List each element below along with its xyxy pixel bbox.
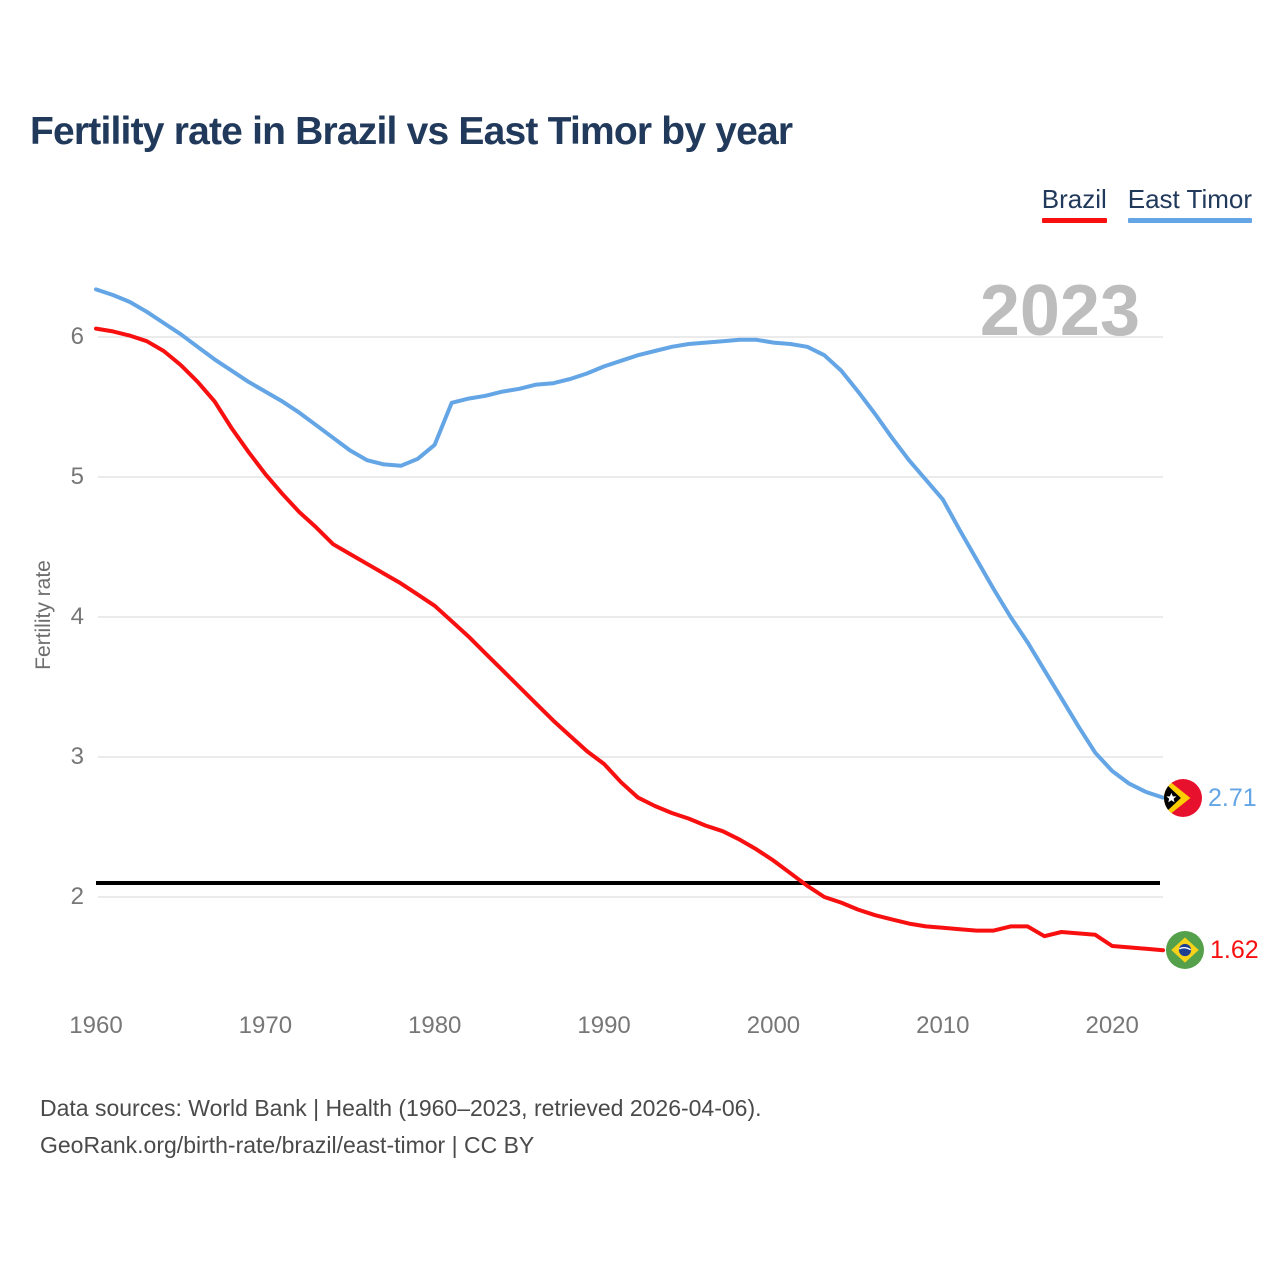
y-tick-label: 4	[70, 603, 84, 630]
x-tick-label: 2010	[916, 1012, 970, 1039]
legend-swatch-brazil	[1041, 218, 1107, 223]
x-tick-label: 1960	[69, 1012, 123, 1039]
page-title: Fertility rate in Brazil vs East Timor b…	[30, 110, 793, 153]
legend-label-brazil: Brazil	[1041, 184, 1107, 214]
x-tick-label: 1990	[577, 1012, 631, 1039]
brazil-series-line	[94, 326, 1165, 953]
legend-swatch-east-timor	[1127, 218, 1252, 223]
footer-source-line: Data sources: World Bank | Health (1960–…	[40, 1095, 762, 1121]
east-timor-end-label: 2.71	[1164, 779, 1257, 817]
y-tick-label: 3	[70, 743, 84, 770]
gridlines	[98, 336, 1163, 898]
legend: Brazil East Timor	[1041, 184, 1252, 223]
brazil-end-value: 1.62	[1210, 935, 1259, 964]
y-tick-label: 5	[70, 463, 84, 490]
x-tick-label: 1980	[408, 1012, 462, 1039]
legend-item-brazil[interactable]: Brazil	[1041, 184, 1107, 223]
east-timor-end-value: 2.71	[1208, 783, 1257, 812]
footer-url-line: GeoRank.org/birth-rate/brazil/east-timor…	[40, 1132, 535, 1158]
legend-item-east-timor[interactable]: East Timor	[1127, 184, 1252, 223]
x-tick-label: 1970	[238, 1012, 293, 1039]
legend-label-east-timor: East Timor	[1127, 184, 1252, 214]
x-tick-label: 2020	[1085, 1012, 1139, 1039]
east-timor-flag-icon	[1164, 779, 1202, 817]
footer: Data sources: World Bank | Health (1960–…	[40, 1090, 762, 1164]
brazil-flag-icon	[1166, 931, 1204, 969]
east-timor-series-line	[94, 287, 1165, 800]
brazil-end-label: 1.62	[1166, 931, 1259, 969]
y-tick-label: 6	[70, 323, 84, 350]
x-tick-label: 2000	[746, 1012, 801, 1039]
y-tick-label: 2	[70, 883, 84, 910]
watermark-year: 2023	[979, 271, 1140, 351]
